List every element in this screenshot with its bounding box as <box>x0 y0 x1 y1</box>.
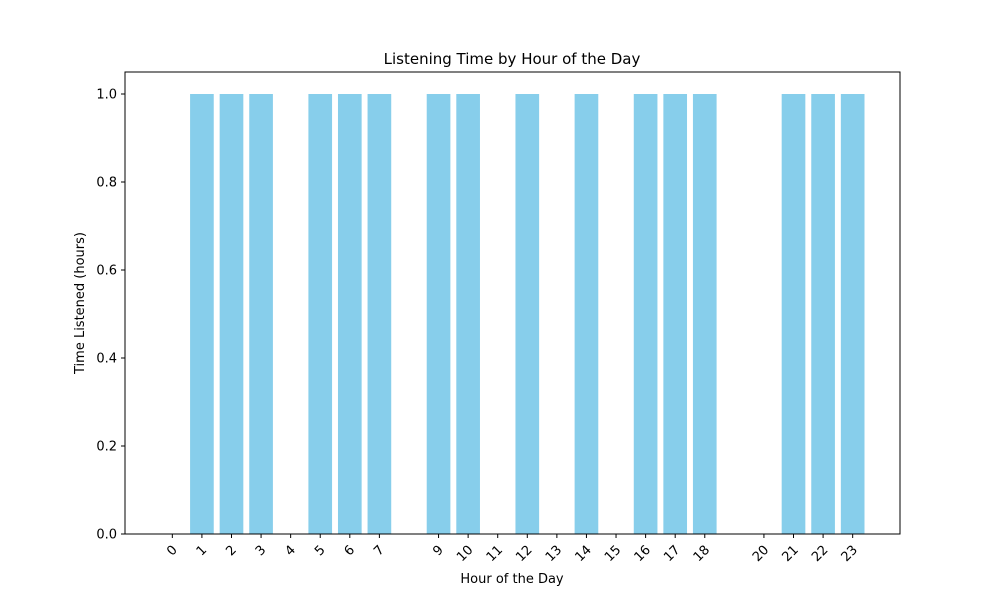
bar-hour-18 <box>692 94 717 534</box>
bar-hour-7 <box>367 94 392 534</box>
bar-hour-14 <box>574 94 599 534</box>
x-tick-label: 22 <box>809 543 831 565</box>
x-tick-label: 21 <box>780 543 802 565</box>
y-tick-label: 0.0 <box>96 528 117 543</box>
bar-hour-1 <box>190 94 214 534</box>
x-axis: 0 1 2 3 4 5 6 7 9 10 11 12 13 14 15 16 17 18 20 21 22 23 <box>164 534 861 565</box>
bar-hour-9 <box>426 94 451 534</box>
plot-frame <box>124 71 901 535</box>
x-tick-label: 1 <box>194 543 210 559</box>
x-tick-label: 16 <box>632 543 654 565</box>
bar-hour-17 <box>663 94 688 534</box>
bar-hour-21 <box>781 94 806 534</box>
chart-title: Listening Time by Hour of the Day <box>384 50 641 68</box>
y-axis: 0.0 0.2 0.4 0.6 0.8 1.0 <box>96 88 125 543</box>
x-tick-label: 0 <box>164 543 180 559</box>
x-tick-label: 17 <box>661 543 683 565</box>
bar-hour-16 <box>633 94 658 534</box>
y-tick-label: 0.4 <box>96 352 117 367</box>
x-tick-label: 18 <box>691 543 713 565</box>
x-tick-label: 12 <box>513 543 535 565</box>
x-tick-label: 7 <box>371 543 387 559</box>
x-tick-label: 5 <box>312 543 328 559</box>
x-tick-label: 6 <box>342 543 358 559</box>
bar-hour-5 <box>308 94 333 534</box>
y-tick-label: 0.6 <box>96 264 117 279</box>
bars-group <box>190 94 865 534</box>
y-tick-label: 0.8 <box>96 176 117 191</box>
x-tick-label: 10 <box>454 543 476 565</box>
x-tick-label: 15 <box>602 543 624 565</box>
y-axis-label: Time Listened (hours) <box>73 232 88 375</box>
bar-hour-3 <box>249 94 273 534</box>
x-axis-label: Hour of the Day <box>460 572 564 587</box>
x-tick-label: 4 <box>282 543 298 559</box>
x-tick-label: 3 <box>253 543 269 559</box>
bar-hour-10 <box>456 94 480 534</box>
x-tick-label: 2 <box>223 543 239 559</box>
bar-hour-6 <box>337 94 362 534</box>
bar-hour-2 <box>219 94 244 534</box>
x-tick-label: 11 <box>484 543 506 565</box>
x-tick-label: 20 <box>750 543 772 565</box>
bar-hour-23 <box>840 94 865 534</box>
y-tick-label: 1.0 <box>96 88 117 103</box>
x-tick-label: 23 <box>839 543 861 565</box>
x-tick-label: 14 <box>572 543 594 565</box>
bar-hour-12 <box>515 94 540 534</box>
y-tick-label: 0.2 <box>96 440 117 455</box>
x-tick-label: 13 <box>543 543 565 565</box>
x-tick-label: 9 <box>430 543 446 559</box>
bar-hour-22 <box>811 94 835 534</box>
